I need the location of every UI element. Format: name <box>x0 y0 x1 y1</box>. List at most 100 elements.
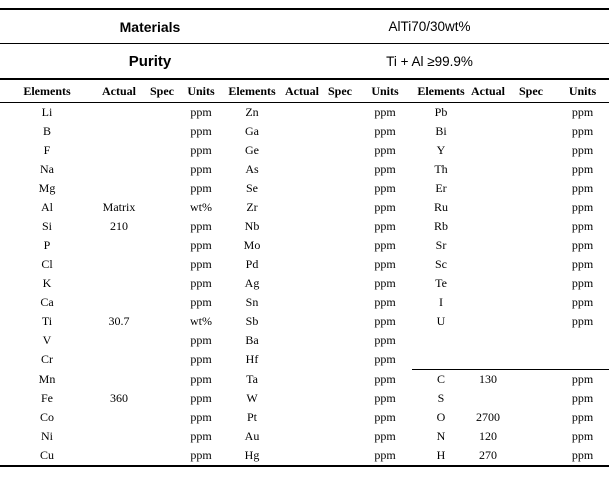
actual-value <box>282 331 322 350</box>
element-symbol: Mo <box>243 238 261 252</box>
element-row: Si 210 ppm Nb ppm Rb ppm <box>0 217 609 236</box>
element-symbol: F <box>43 143 51 157</box>
actual-value <box>94 370 144 390</box>
actual-value <box>94 293 144 312</box>
spec-value <box>322 274 358 293</box>
element-symbol: Bi <box>435 124 447 138</box>
actual-value <box>94 350 144 370</box>
spec-value <box>144 274 180 293</box>
element-symbol: Sc <box>435 257 447 271</box>
units-value: ppm <box>374 410 396 424</box>
actual-value <box>282 274 322 293</box>
element-symbol: O <box>436 410 446 424</box>
element-symbol: N <box>436 429 446 443</box>
actual-value <box>282 408 322 427</box>
column-header-elements-3: Elements <box>412 80 470 103</box>
element-symbol: Cl <box>41 257 53 271</box>
actual-value <box>282 293 322 312</box>
spec-value <box>322 446 358 465</box>
units-value: ppm <box>374 429 396 443</box>
actual-value <box>94 103 144 123</box>
spec-value <box>506 217 556 236</box>
units-value: ppm <box>571 162 594 176</box>
actual-value <box>470 198 506 217</box>
element-symbol: Sb <box>245 314 259 328</box>
actual-value <box>282 122 322 141</box>
element-symbol: H <box>436 448 446 462</box>
element-symbol: S <box>437 391 445 405</box>
element-symbol: Te <box>435 276 447 290</box>
element-symbol: Ru <box>433 200 448 214</box>
spec-value <box>322 198 358 217</box>
element-symbol: W <box>246 391 258 405</box>
column-header-actual-2: Actual <box>282 80 322 103</box>
actual-value <box>94 122 144 141</box>
purity-table-sheet: Materials AlTi70/30wt% Purity Ti + Al ≥9… <box>0 8 609 467</box>
units-value: ppm <box>556 369 609 389</box>
spec-value <box>506 446 556 465</box>
element-symbol: Zn <box>245 105 259 119</box>
element-symbol: Nb <box>244 219 260 233</box>
element-symbol: Li <box>41 105 53 119</box>
units-value: ppm <box>190 333 212 347</box>
spec-value <box>322 427 358 446</box>
spec-value <box>322 103 358 123</box>
units-value: ppm <box>374 352 396 367</box>
column-header-elements-2: Elements <box>222 80 282 103</box>
units-value: ppm <box>190 276 212 290</box>
element-symbol: Al <box>41 200 53 214</box>
actual-value: 120 <box>479 429 497 443</box>
units-value: ppm <box>190 257 212 271</box>
element-symbol: Ag <box>244 276 260 290</box>
column-header-actual-1: Actual <box>94 80 144 103</box>
spec-value <box>144 350 180 370</box>
column-header-spec-3: Spec <box>506 80 556 103</box>
units-value: ppm <box>571 448 594 462</box>
spec-value <box>506 274 556 293</box>
units-value: ppm <box>571 314 594 328</box>
units-value: ppm <box>571 200 594 214</box>
units-value: ppm <box>374 105 396 119</box>
units-value: wt% <box>190 314 212 328</box>
element-symbol: Na <box>40 162 54 176</box>
column-header-actual-3: Actual <box>470 80 506 103</box>
units-value: ppm <box>190 429 212 443</box>
actual-value <box>282 350 322 370</box>
spec-value <box>144 389 180 408</box>
spec-value <box>144 217 180 236</box>
spec-value <box>144 427 180 446</box>
actual-value: Matrix <box>102 200 136 214</box>
spec-value <box>506 331 556 350</box>
units-value: ppm <box>374 371 396 386</box>
units-value <box>556 350 609 370</box>
actual-value <box>282 103 322 123</box>
element-symbol: Si <box>41 219 52 233</box>
units-value: ppm <box>374 391 396 405</box>
element-symbol: Mn <box>38 371 56 386</box>
actual-value <box>282 141 322 160</box>
spec-value <box>322 179 358 198</box>
units-value: ppm <box>374 181 396 195</box>
column-header-units-3: Units <box>556 80 609 103</box>
actual-value <box>282 255 322 274</box>
units-value: ppm <box>571 295 594 309</box>
spec-value <box>144 446 180 465</box>
actual-value <box>282 217 322 236</box>
element-symbol: Fe <box>41 391 53 405</box>
actual-value <box>470 122 506 141</box>
units-value: ppm <box>374 333 396 347</box>
column-header-units-1: Units <box>180 80 222 103</box>
actual-value <box>282 160 322 179</box>
element-row: Al Matrix wt% Zr ppm Ru ppm <box>0 198 609 217</box>
actual-value: 2700 <box>476 410 500 424</box>
element-row: Li ppm Zn ppm Pb ppm <box>0 103 609 123</box>
element-symbol: Pt <box>246 410 257 424</box>
element-symbol: I <box>439 295 443 309</box>
element-symbol: Co <box>39 410 54 424</box>
spec-value <box>322 350 358 370</box>
spec-value <box>506 236 556 255</box>
